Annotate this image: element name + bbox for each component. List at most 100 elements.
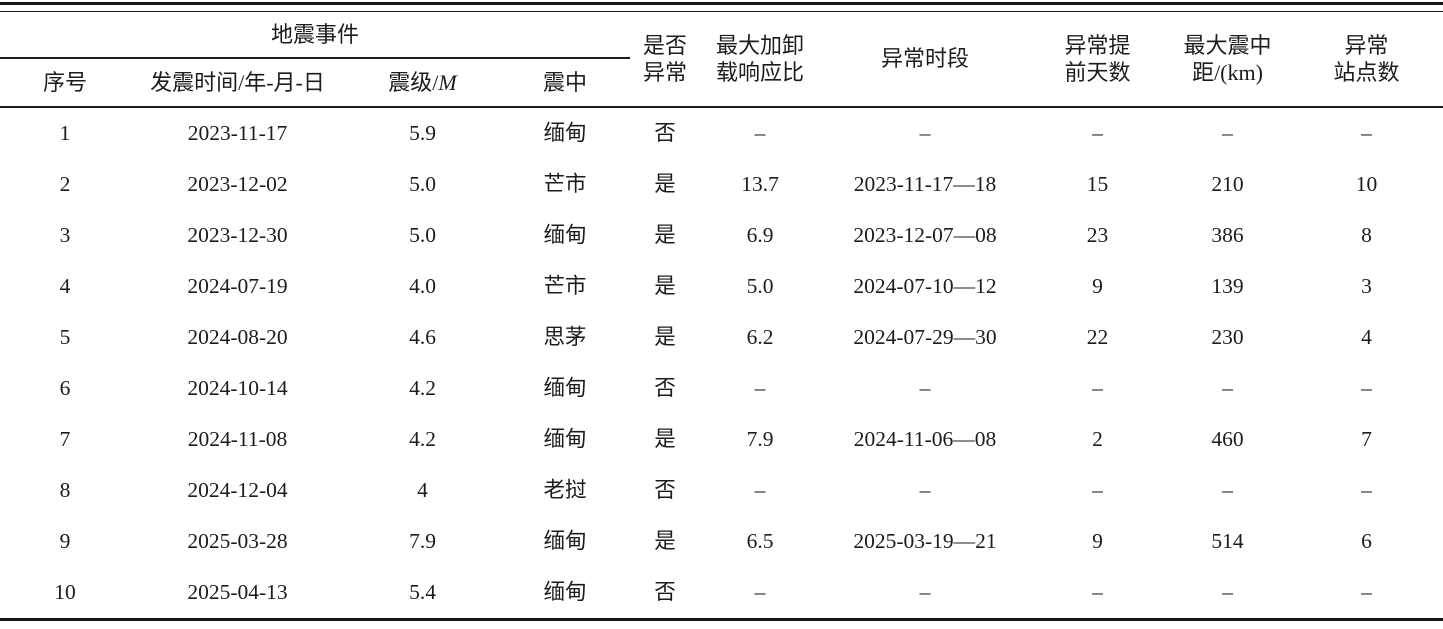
- table-cell: –: [1222, 580, 1233, 605]
- header-max-load-unload-response-ratio: 最大加卸 载响应比: [700, 12, 821, 108]
- table-row: 9 2025-03-28 7.9 缅甸 是 6.5 2025-03-19—21 9 514 6: [0, 516, 1443, 567]
- table-cell: 2023-12-02: [187, 172, 288, 197]
- table-cell: –: [1092, 580, 1103, 605]
- header-sub-row: 序号 发震时间/年-月-日 震级/M 震中: [0, 58, 1443, 108]
- table-cell: 2025-03-28: [187, 529, 288, 554]
- header-magnitude-prefix: 震级/: [388, 69, 439, 95]
- table-cell: 7.9: [746, 427, 774, 452]
- table-cell: –: [754, 580, 766, 605]
- table-cell: 2023-12-07—08: [853, 223, 997, 248]
- table-row: 5 2024-08-20 4.6 思茅 是 6.2 2024-07-29—30 22 230 4: [0, 312, 1443, 363]
- header-magnitude-symbol: M: [438, 69, 457, 95]
- table-cell: 514: [1211, 529, 1244, 554]
- table-cell: 2025-04-13: [187, 580, 288, 605]
- table-cell: 思茅: [543, 325, 587, 350]
- table-body: 1 2023-11-17 5.9 缅甸否 – – – – –2 2023-12-02 5.0 芒市是 1…: [0, 107, 1443, 620]
- table-cell: 芒市: [543, 172, 587, 197]
- table-cell: –: [754, 121, 766, 146]
- earthquake-anomaly-table: 地震事件 是否 异常 最大加卸 载响应比 异常时段 异常提 前天数 最大震中 距…: [0, 12, 1443, 621]
- table-cell: 460: [1211, 427, 1244, 452]
- table-cell: 2024-11-06—08: [853, 427, 997, 452]
- table-cell: 否: [654, 580, 676, 605]
- table-cell: 5.0: [409, 223, 436, 248]
- table-cell: 否: [654, 478, 676, 503]
- table-cell: 15: [1086, 172, 1109, 197]
- table-header: 地震事件 是否 异常 最大加卸 载响应比 异常时段 异常提 前天数 最大震中 距…: [0, 12, 1443, 108]
- table-cell: 2024-07-10—12: [853, 274, 997, 299]
- table-cell: 7: [1361, 427, 1372, 452]
- table-row: 3 2023-12-30 5.0 缅甸 是 6.9 2023-12-07—08 23 386 8: [0, 210, 1443, 261]
- table-cell: 7: [59, 427, 71, 452]
- table-cell: 2023-11-17: [187, 121, 288, 146]
- header-max-epicentral-distance: 最大震中 距/(km): [1165, 12, 1291, 108]
- table-cell: 缅甸: [543, 427, 587, 452]
- table-cell: 是: [654, 274, 676, 299]
- table-row: 2 2023-12-02 5.0 芒市 是 13.7 2023-11-17—18 15 210 1…: [0, 159, 1443, 210]
- table-cell: –: [1361, 121, 1372, 146]
- header-anomaly-lead-days: 异常提 前天数: [1030, 12, 1166, 108]
- table-cell: 10: [1355, 172, 1378, 197]
- table-cell: 5.0: [746, 274, 774, 299]
- table-cell: 6.5: [746, 529, 774, 554]
- table-cell: 23: [1086, 223, 1109, 248]
- table-row: 10 2025-04-13 5.4 缅甸 否 – – – – –: [0, 567, 1443, 620]
- table-cell: 4.2: [409, 427, 436, 452]
- table-cell: 4.0: [409, 274, 436, 299]
- table-cell: 13.7: [741, 172, 779, 197]
- table-cell: 2024-08-20: [187, 325, 288, 350]
- table-cell: 4: [417, 478, 428, 503]
- table-cell: 2023-12-30: [187, 223, 288, 248]
- table-cell: 5.4: [409, 580, 436, 605]
- header-magnitude: 震级/M: [345, 58, 500, 108]
- table-cell: 6: [1361, 529, 1372, 554]
- table-cell: 5.0: [409, 172, 436, 197]
- table-cell: 386: [1211, 223, 1244, 248]
- table-cell: –: [754, 376, 766, 401]
- header-epicenter: 震中: [500, 58, 631, 108]
- table-cell: –: [1222, 121, 1233, 146]
- table-cell: –: [1361, 580, 1372, 605]
- table-cell: 2024-11-08: [187, 427, 288, 452]
- top-double-rule: [0, 2, 1443, 12]
- table-row: 6 2024-10-14 4.2 缅甸 否 – – – – –: [0, 363, 1443, 414]
- table-cell: 9: [1092, 529, 1103, 554]
- table-cell: 2023-11-17—18: [853, 172, 997, 197]
- table-cell: 8: [1361, 223, 1372, 248]
- table-cell: 8: [59, 478, 71, 503]
- table-cell: –: [919, 478, 931, 503]
- table-cell: 5: [59, 325, 71, 350]
- table-row: 8 2024-12-04 4 老挝 否 – – – – –: [0, 465, 1443, 516]
- table-cell: 230: [1211, 325, 1244, 350]
- table-cell: 1: [59, 121, 71, 146]
- header-is-anomaly: 是否 异常: [630, 12, 701, 108]
- table-cell: –: [919, 580, 931, 605]
- table-cell: 是: [654, 427, 676, 452]
- table-cell: 缅甸: [543, 223, 587, 248]
- table-cell: –: [1092, 478, 1103, 503]
- table-cell: 139: [1211, 274, 1244, 299]
- table-cell: –: [1222, 376, 1233, 401]
- table-cell: 6: [59, 376, 71, 401]
- table-cell: –: [1222, 478, 1233, 503]
- table-cell: 4: [1361, 325, 1372, 350]
- header-anomaly-period: 异常时段: [820, 12, 1031, 108]
- table-cell: 7.9: [409, 529, 436, 554]
- table-cell: 22: [1086, 325, 1109, 350]
- table-cell: 是: [654, 223, 676, 248]
- table-cell: 9: [59, 529, 71, 554]
- table-cell: 老挝: [543, 478, 587, 503]
- table-cell: 否: [654, 121, 676, 146]
- header-anomaly-station-count: 异常 站点数: [1290, 12, 1443, 108]
- table-cell: 否: [654, 376, 676, 401]
- table-cell: 缅甸: [543, 529, 587, 554]
- table-cell: 是: [654, 172, 676, 197]
- table-cell: 4.2: [409, 376, 436, 401]
- table-cell: 9: [1092, 274, 1103, 299]
- table-row: 7 2024-11-08 4.2 缅甸 是 7.9 2024-11-06—08 2 460 7: [0, 414, 1443, 465]
- table-cell: 缅甸: [543, 376, 587, 401]
- table-row: 4 2024-07-19 4.0 芒市 是 5.0 2024-07-10—12 9 139 3: [0, 261, 1443, 312]
- table-cell: 6.2: [746, 325, 774, 350]
- table-cell: –: [1361, 478, 1372, 503]
- table-cell: 6.9: [746, 223, 774, 248]
